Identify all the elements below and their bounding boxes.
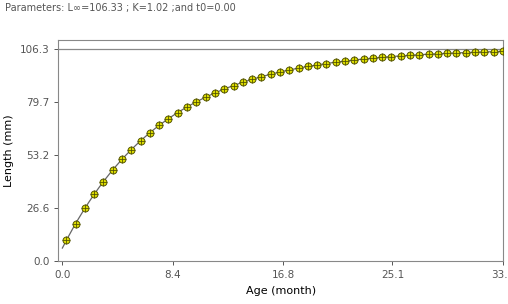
X-axis label: Age (month): Age (month) xyxy=(245,286,316,296)
Text: Parameters: L∞=106.33 ; K=1.02 ;and t0=0.00: Parameters: L∞=106.33 ; K=1.02 ;and t0=0… xyxy=(5,3,236,13)
Y-axis label: Length (mm): Length (mm) xyxy=(4,114,14,187)
